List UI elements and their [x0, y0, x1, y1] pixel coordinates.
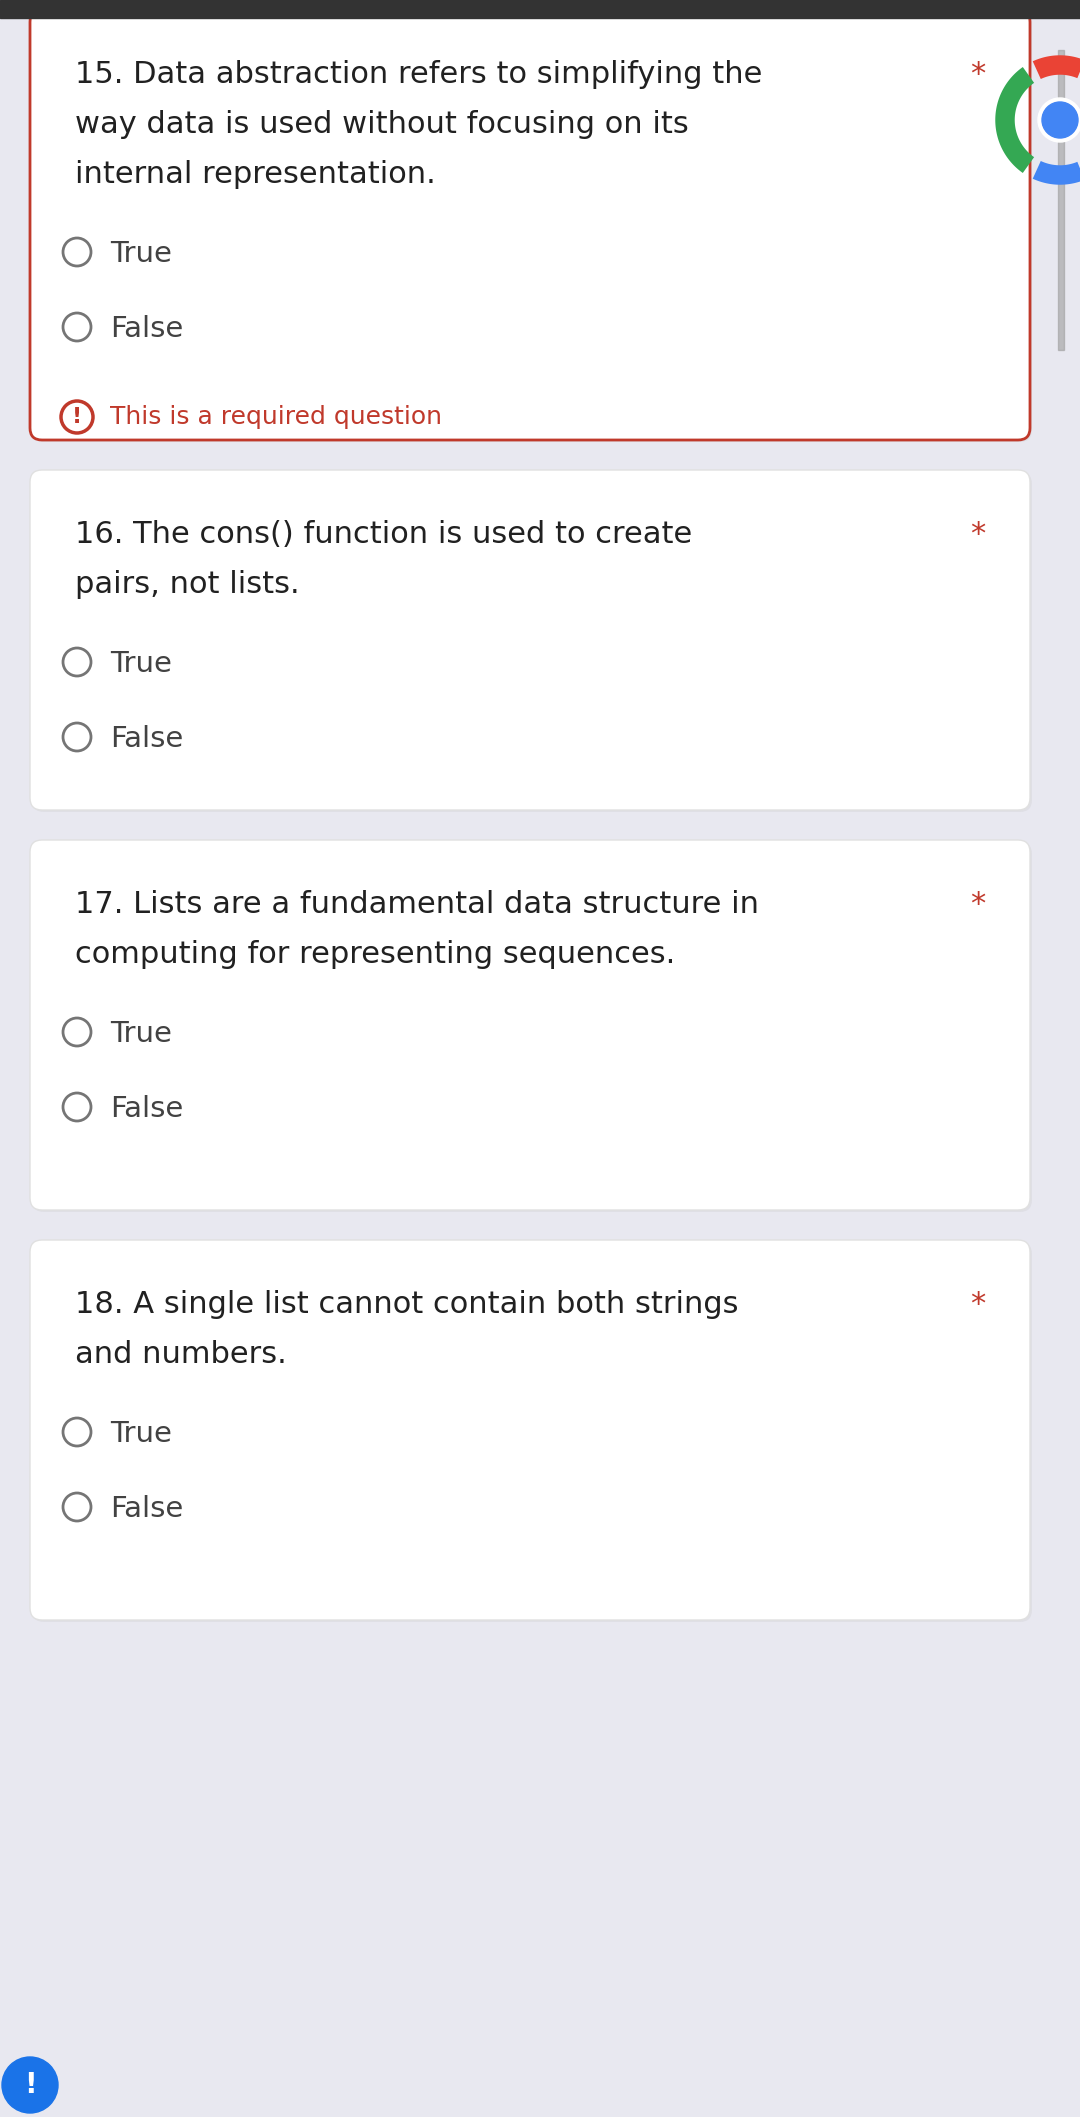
Text: !: !	[24, 2070, 37, 2098]
Bar	[0, 0, 1080, 19]
Text: and numbers.: and numbers.	[75, 1340, 287, 1370]
Text: 18. A single list cannot contain both strings: 18. A single list cannot contain both st…	[75, 1289, 739, 1319]
Text: *: *	[970, 889, 985, 919]
Text: False: False	[110, 1094, 184, 1122]
FancyBboxPatch shape	[32, 472, 1032, 813]
Text: This is a required question: This is a required question	[110, 404, 442, 430]
Text: True: True	[110, 1020, 172, 1048]
FancyBboxPatch shape	[30, 1241, 1030, 1620]
Text: *: *	[970, 521, 985, 548]
Circle shape	[1038, 97, 1080, 142]
FancyBboxPatch shape	[30, 470, 1030, 811]
Text: True: True	[110, 650, 172, 677]
Bar	[1058, 51, 1064, 349]
Text: True: True	[110, 239, 172, 269]
Text: False: False	[110, 1495, 184, 1522]
Text: internal representation.: internal representation.	[75, 161, 435, 188]
Circle shape	[2, 2058, 58, 2113]
Text: pairs, not lists.: pairs, not lists.	[75, 569, 299, 599]
FancyBboxPatch shape	[32, 1243, 1032, 1622]
Text: True: True	[110, 1421, 172, 1448]
Text: computing for representing sequences.: computing for representing sequences.	[75, 940, 675, 970]
Circle shape	[1042, 102, 1078, 138]
Text: way data is used without focusing on its: way data is used without focusing on its	[75, 110, 689, 140]
FancyBboxPatch shape	[30, 11, 1030, 440]
Text: *: *	[970, 1289, 985, 1319]
Text: False: False	[110, 724, 184, 754]
FancyBboxPatch shape	[30, 840, 1030, 1211]
Text: False: False	[110, 315, 184, 343]
Text: 16. The cons() function is used to create: 16. The cons() function is used to creat…	[75, 521, 692, 548]
Text: !: !	[72, 406, 82, 428]
Text: 17. Lists are a fundamental data structure in: 17. Lists are a fundamental data structu…	[75, 889, 759, 919]
Text: *: *	[970, 59, 985, 89]
FancyBboxPatch shape	[32, 843, 1032, 1213]
FancyBboxPatch shape	[32, 13, 1032, 442]
Text: 15. Data abstraction refers to simplifying the: 15. Data abstraction refers to simplifyi…	[75, 59, 762, 89]
